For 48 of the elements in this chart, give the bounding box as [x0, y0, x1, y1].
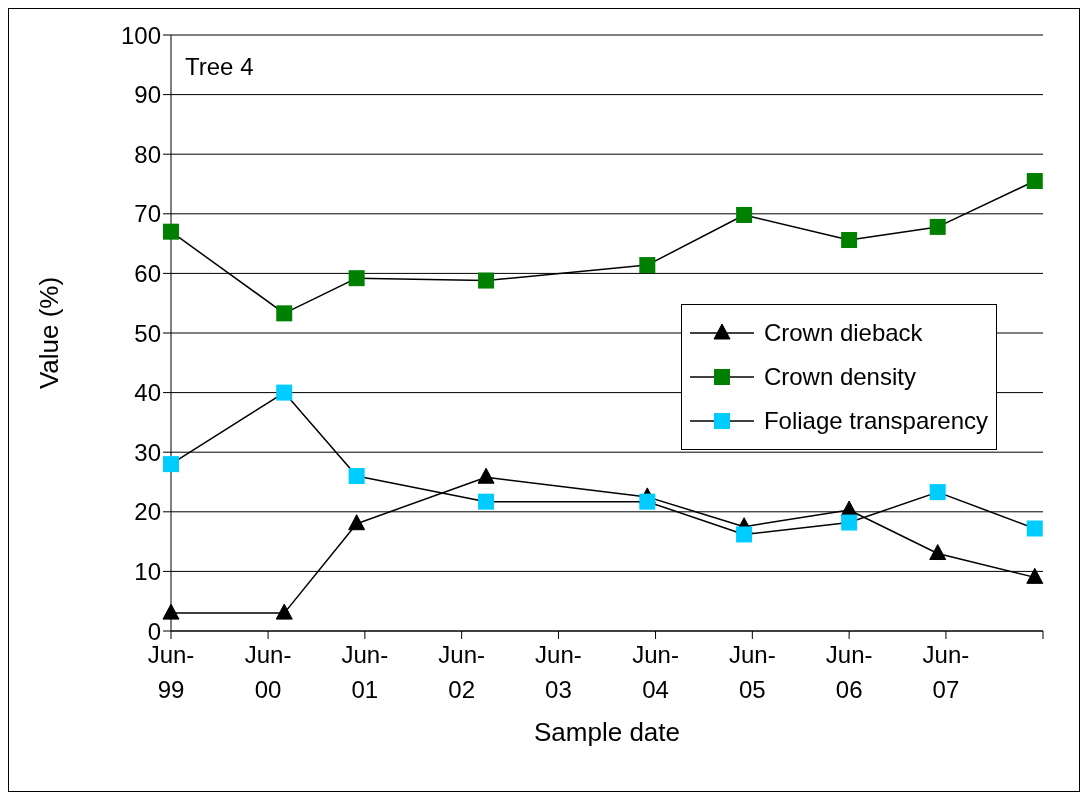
y-tick-label: 50 — [134, 319, 161, 347]
point — [163, 456, 179, 473]
y-axis-title: Value (%) — [34, 276, 65, 390]
point — [929, 544, 947, 561]
point — [275, 603, 293, 620]
point — [1026, 520, 1043, 537]
legend-label: Foliage transparency — [763, 407, 988, 435]
point — [639, 257, 656, 274]
y-tick-label: 40 — [134, 379, 161, 407]
y-tick-label: 10 — [134, 557, 161, 585]
x-tick-label: Jun-03 — [535, 641, 582, 703]
x-tick-label: Jun-05 — [728, 641, 776, 703]
x-tick-label: Jun-00 — [244, 641, 292, 703]
y-tick-label: 30 — [134, 438, 161, 466]
x-tick-label: Jun-07 — [922, 641, 970, 703]
point — [1026, 567, 1044, 584]
point — [477, 467, 495, 484]
point — [736, 526, 753, 543]
x-axis-title: Sample date — [534, 717, 680, 747]
point — [348, 514, 366, 531]
x-tick-label: Jun-04 — [632, 641, 679, 703]
y-tick-label: 60 — [134, 259, 161, 287]
x-tick-label: Jun-01 — [341, 641, 389, 703]
x-tick-label: Jun-06 — [825, 641, 873, 703]
legend-label: Crown dieback — [763, 319, 923, 347]
point — [478, 272, 495, 289]
annotation: Tree 4 — [185, 53, 254, 81]
point — [1026, 173, 1043, 190]
legend-label: Crown density — [763, 363, 916, 391]
point — [478, 493, 495, 510]
point — [929, 484, 946, 501]
point — [841, 232, 858, 249]
point — [736, 206, 753, 223]
point — [348, 468, 365, 485]
y-tick-label: 70 — [134, 200, 161, 228]
point — [162, 603, 180, 620]
point — [929, 218, 946, 235]
point — [163, 223, 179, 240]
y-tick-label: 90 — [134, 81, 161, 109]
point — [639, 493, 656, 510]
point — [841, 514, 858, 531]
y-tick-label: 100 — [120, 21, 161, 49]
x-tick-label: Jun-02 — [438, 641, 486, 703]
point — [276, 384, 293, 401]
point — [348, 270, 365, 287]
point — [276, 305, 293, 322]
y-tick-label: 20 — [134, 498, 161, 526]
y-tick-label: 80 — [134, 140, 161, 168]
